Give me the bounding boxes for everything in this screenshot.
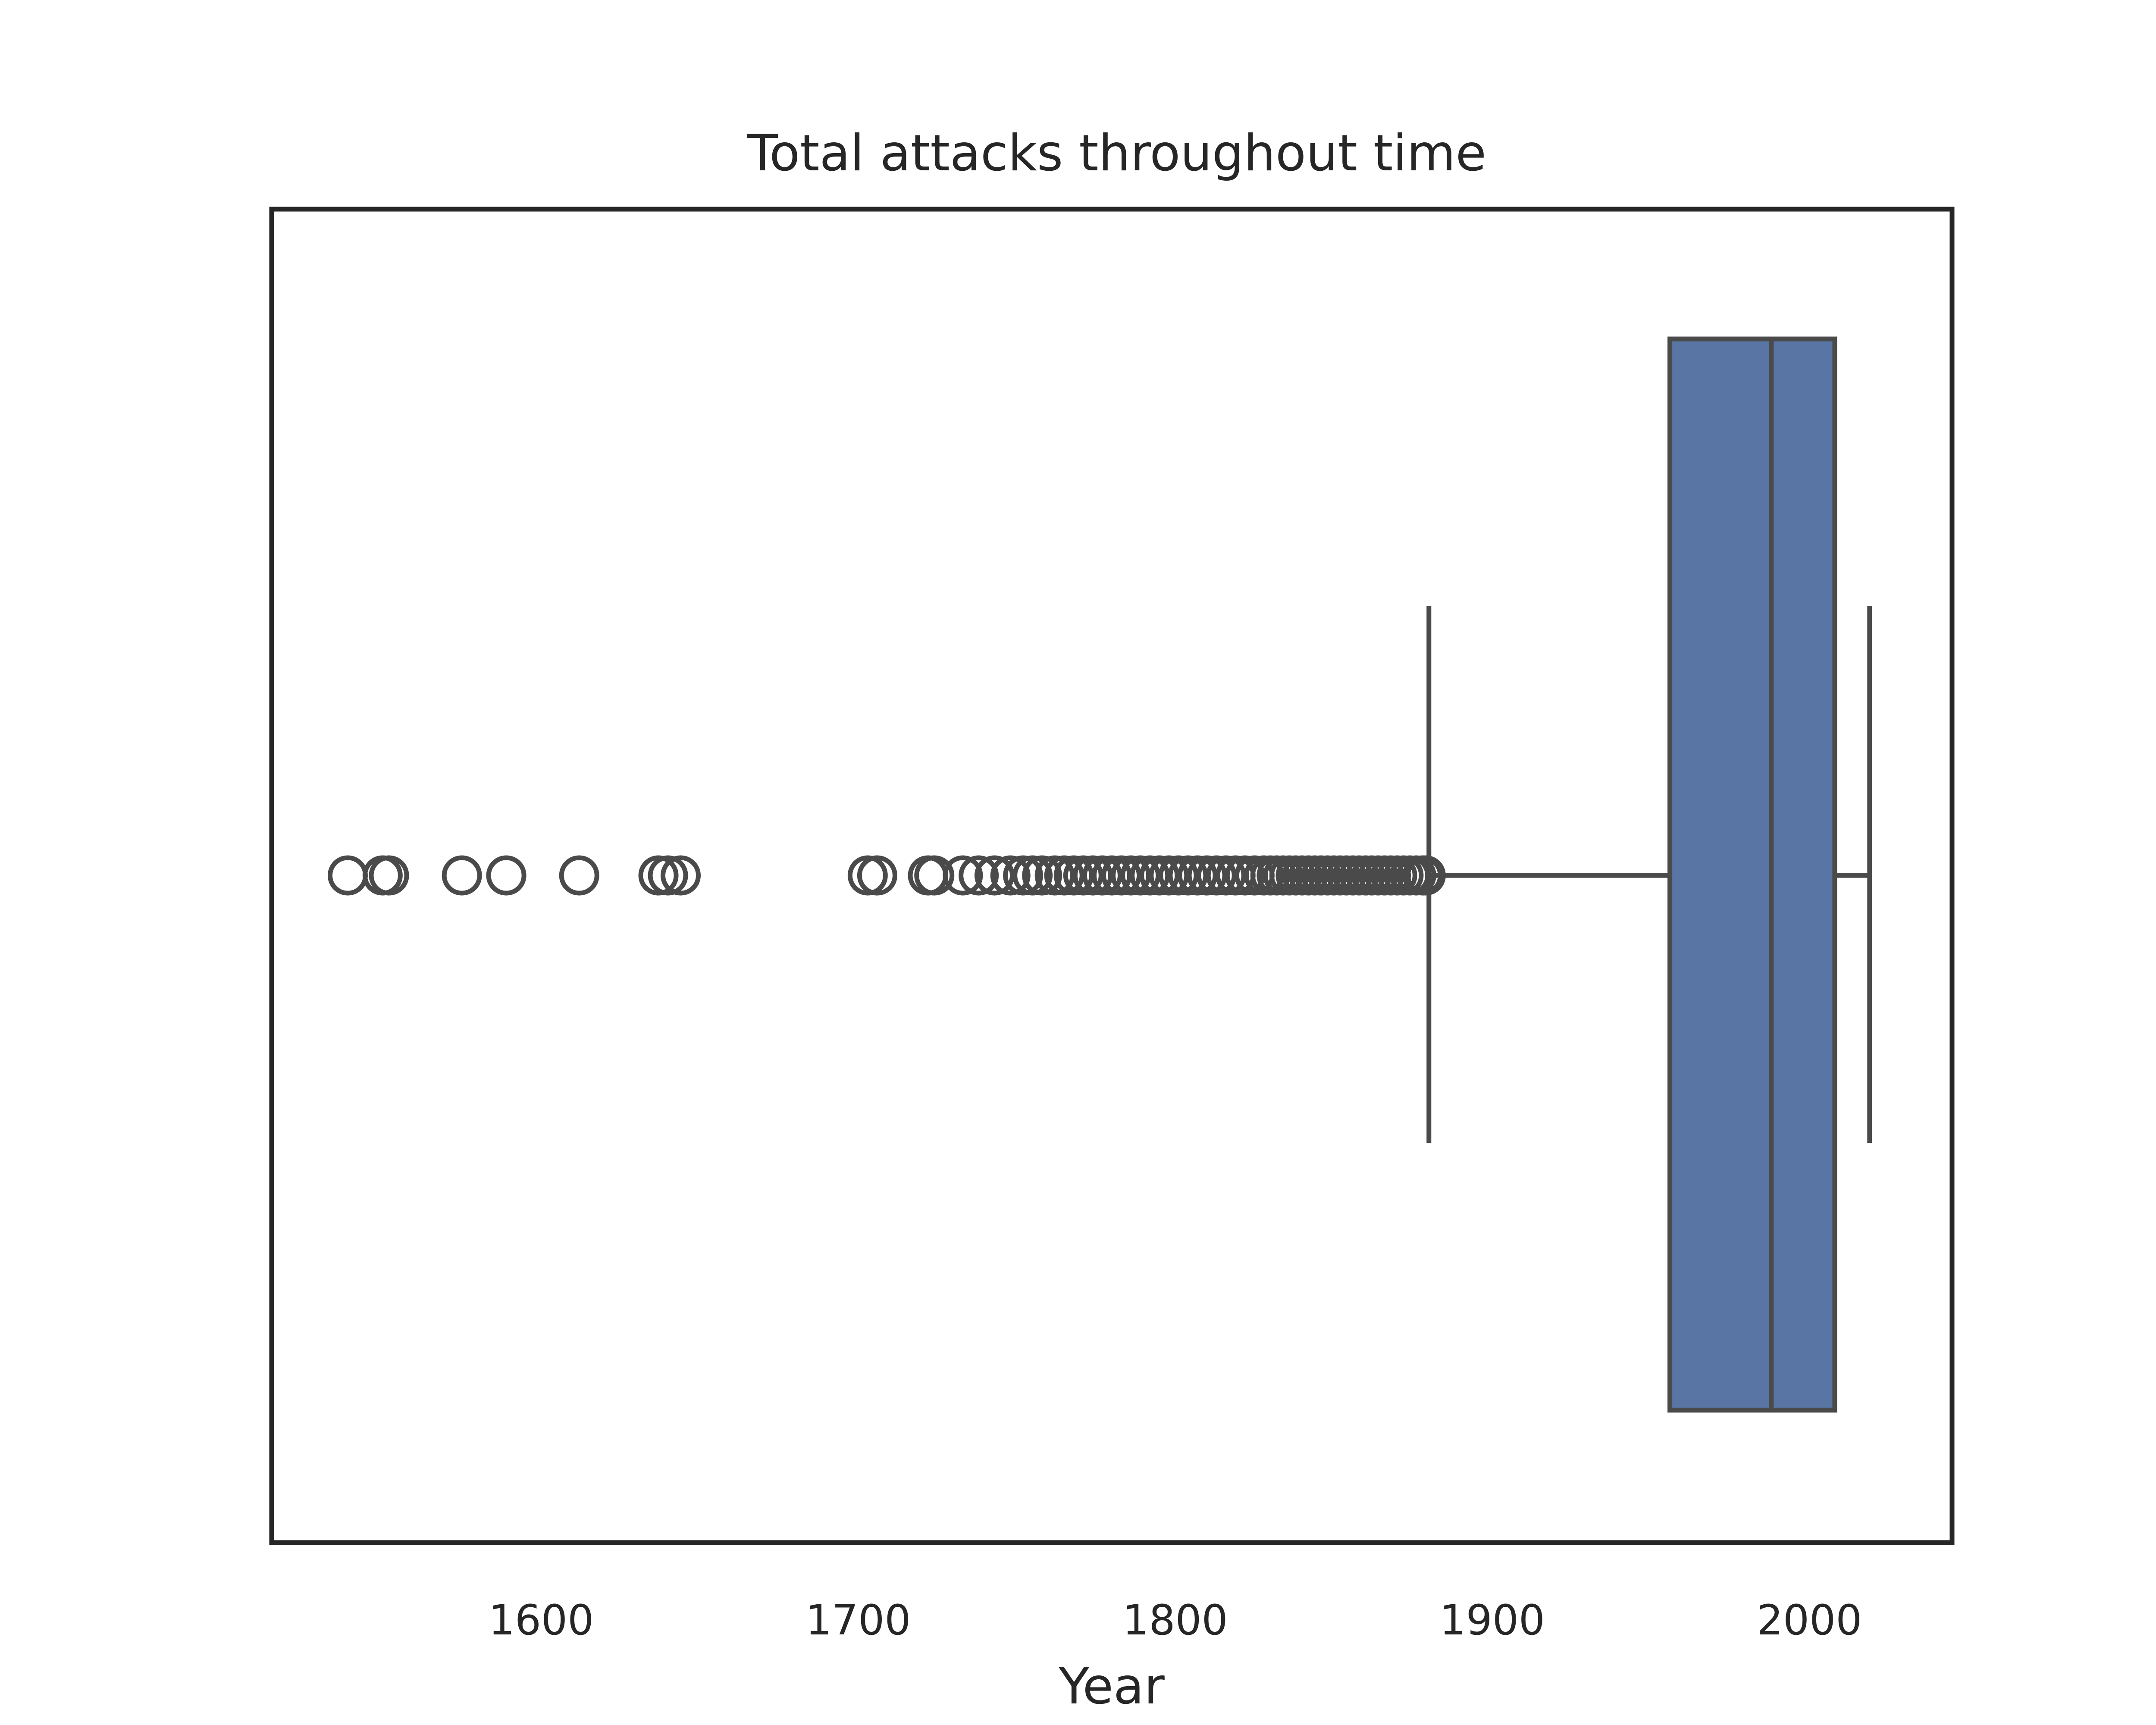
- outlier-point: [1111, 855, 1151, 896]
- outlier-point: [1206, 855, 1246, 896]
- outlier-point: [1082, 855, 1122, 896]
- outlier-point: [638, 855, 679, 896]
- x-tick-label: 1900: [1440, 1596, 1545, 1644]
- outlier-point: [1101, 855, 1142, 896]
- outlier-point: [369, 855, 409, 896]
- outlier-point: [1120, 855, 1161, 896]
- outlier-point: [974, 855, 1015, 896]
- outlier-point: [857, 855, 897, 896]
- iqr-box: [1667, 336, 1837, 1413]
- outlier-point: [1092, 855, 1132, 896]
- outlier-point: [1053, 855, 1094, 896]
- outlier-point: [1044, 855, 1084, 896]
- outlier-point: [1063, 855, 1103, 896]
- outlier-point: [648, 855, 688, 896]
- x-tick-label: 1800: [1122, 1596, 1228, 1644]
- outlier-point: [1072, 855, 1113, 896]
- outlier-point: [847, 855, 888, 896]
- outlier-point: [1196, 855, 1237, 896]
- outlier-point: [1158, 855, 1199, 896]
- plot-area: [327, 336, 1872, 1413]
- plot-frame: [269, 207, 1955, 1545]
- outlier-point: [1130, 855, 1170, 896]
- x-tick-label: 1700: [805, 1596, 911, 1644]
- outlier-point: [1177, 855, 1218, 896]
- chart-title: Total attacks throughout time: [747, 124, 1486, 182]
- x-axis-ticks: 1600 1700 1800 1900 2000: [489, 1596, 1862, 1644]
- outlier-point: [661, 855, 701, 896]
- x-tick-label: 2000: [1757, 1596, 1862, 1644]
- outlier-point: [559, 855, 599, 896]
- outlier-point: [1405, 855, 1446, 896]
- outlier-point: [442, 855, 482, 896]
- outlier-point: [1003, 855, 1044, 896]
- outlier-point: [1187, 855, 1227, 896]
- outlier-point: [943, 855, 983, 896]
- outlier-point: [1149, 855, 1189, 896]
- outlier-point: [486, 855, 526, 896]
- outlier-point: [1034, 855, 1075, 896]
- outlier-point: [959, 855, 999, 896]
- outlier-point: [1022, 855, 1062, 896]
- outlier-point: [990, 855, 1031, 896]
- x-axis-label: Year: [1058, 1657, 1165, 1716]
- outlier-point: [914, 855, 955, 896]
- outlier-point: [1168, 855, 1208, 896]
- outlier-point: [1012, 855, 1053, 896]
- x-tick-label: 1600: [489, 1596, 594, 1644]
- outlier-point: [1139, 855, 1180, 896]
- outlier-point: [1225, 855, 1265, 896]
